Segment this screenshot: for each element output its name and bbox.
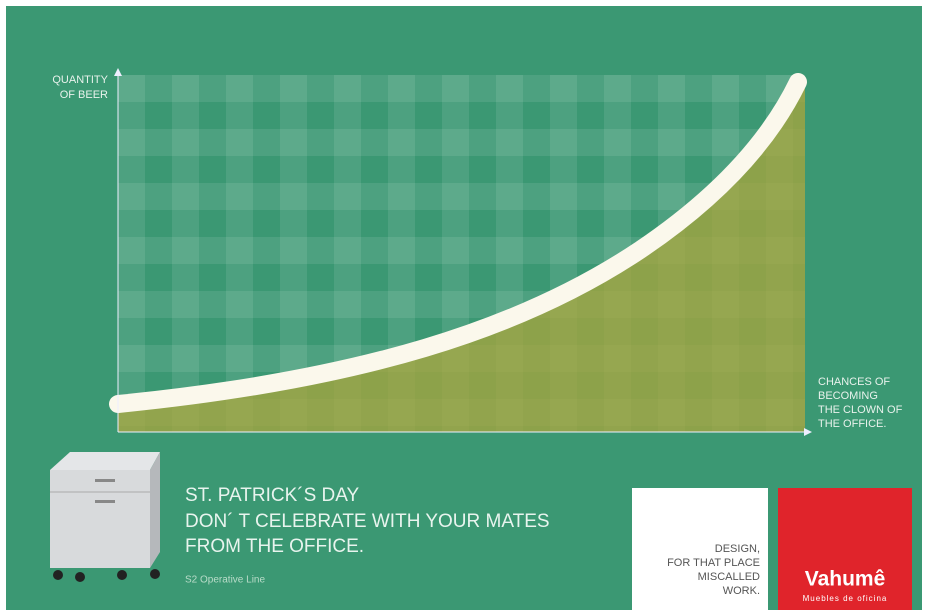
headline: ST. PATRICK´S DAY DON´ T CELEBRATE WITH …	[185, 485, 550, 557]
tagline-line: FOR THAT PLACE	[667, 557, 760, 569]
label-line: BECOMING	[818, 390, 878, 402]
label-line: THE OFFICE.	[818, 418, 886, 430]
label-line: CHANCES OF	[818, 376, 890, 388]
tagline-line: WORK.	[723, 585, 760, 597]
x-axis-label: CHANCES OF BECOMING THE CLOWN OF THE OFF…	[818, 376, 903, 430]
headline-line: ST. PATRICK´S DAY	[185, 485, 360, 506]
curve	[109, 73, 807, 413]
area	[118, 82, 805, 432]
brand-subtitle: Muebles de oficina	[803, 594, 888, 603]
cabinet	[50, 452, 160, 582]
brand-name: Vahumê	[805, 568, 886, 591]
tagline: DESIGN, FOR THAT PLACE MISCALLED WORK.	[667, 543, 760, 597]
axes	[117, 72, 808, 433]
label-line: QUANTITY	[52, 74, 108, 86]
tagline-line: MISCALLED	[698, 571, 760, 583]
headline-line: DON´ T CELEBRATE WITH YOUR MATES	[185, 511, 550, 532]
label-line: OF BEER	[60, 89, 108, 101]
y-axis-label: QUANTITY OF BEER	[52, 74, 108, 101]
tagline-box	[632, 488, 768, 610]
brand-box	[778, 488, 912, 610]
label-line: THE CLOWN OF	[818, 404, 903, 416]
tagline-line: DESIGN,	[715, 543, 760, 555]
product-line: S2 Operative Line	[185, 575, 265, 586]
headline-line: FROM THE OFFICE.	[185, 536, 364, 557]
